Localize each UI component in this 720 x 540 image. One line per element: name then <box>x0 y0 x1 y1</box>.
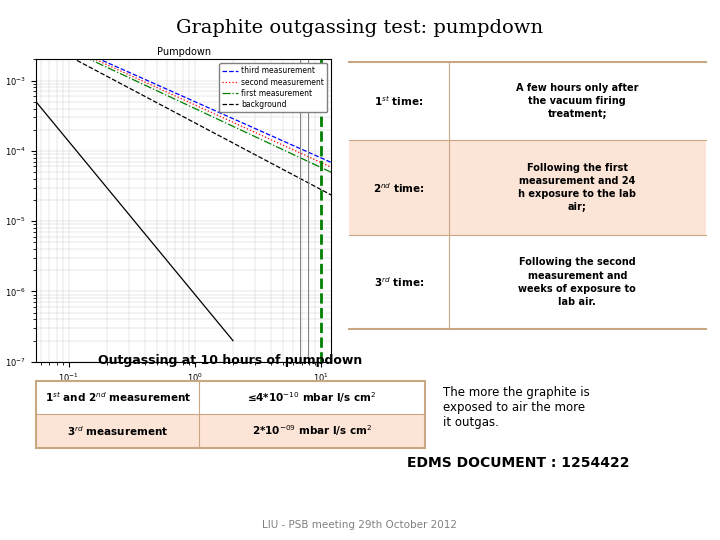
second measurement <box>300 151 308 158</box>
third measurement <box>281 139 289 145</box>
Legend: third measurement, second measurement, first measurement, background: third measurement, second measurement, f… <box>220 63 328 112</box>
second measurement <box>281 143 289 149</box>
Text: LIU - PSB meeting 29th October 2012: LIU - PSB meeting 29th October 2012 <box>263 520 457 530</box>
Text: Outgassing at 10 hours of pumpdown: Outgassing at 10 hours of pumpdown <box>98 354 363 367</box>
background <box>212 131 221 138</box>
Title: Pumpdown: Pumpdown <box>156 47 211 57</box>
Text: 1$^{st}$ and 2$^{nd}$ measurement: 1$^{st}$ and 2$^{nd}$ measurement <box>45 390 191 404</box>
Text: Graphite outgassing test: pumpdown: Graphite outgassing test: pumpdown <box>176 19 544 37</box>
background <box>327 192 336 198</box>
Text: Following the first
measurement and 24
h exposure to the lab
air;: Following the first measurement and 24 h… <box>518 163 636 212</box>
third measurement <box>32 28 40 34</box>
first measurement <box>32 31 41 38</box>
Line: second measurement: second measurement <box>36 32 331 167</box>
first measurement <box>32 31 40 37</box>
third measurement <box>32 28 41 35</box>
first measurement <box>300 156 308 163</box>
first measurement <box>212 116 221 122</box>
background <box>281 167 289 174</box>
second measurement <box>32 30 41 36</box>
background <box>32 36 41 43</box>
third measurement <box>212 108 221 114</box>
Text: The more the graphite is
exposed to air the more
it outgas.: The more the graphite is exposed to air … <box>443 386 590 429</box>
Text: 1$^{st}$ time:: 1$^{st}$ time: <box>374 94 423 108</box>
Text: ≤4*10$^{-10}$ mbar l/s cm$^{2}$: ≤4*10$^{-10}$ mbar l/s cm$^{2}$ <box>248 390 377 405</box>
first measurement <box>207 113 215 119</box>
background <box>32 36 40 42</box>
Text: 3$^{rd}$ measurement: 3$^{rd}$ measurement <box>67 424 168 438</box>
third measurement <box>207 105 215 112</box>
Text: 2$^{nd}$ time:: 2$^{nd}$ time: <box>373 181 425 194</box>
background <box>207 129 216 135</box>
second measurement <box>327 164 336 171</box>
second measurement <box>32 29 40 36</box>
Line: first measurement: first measurement <box>36 34 331 172</box>
second measurement <box>207 110 216 116</box>
second measurement <box>212 112 221 118</box>
first measurement <box>281 147 289 154</box>
second measurement <box>207 109 215 116</box>
Text: 3$^{rd}$ time:: 3$^{rd}$ time: <box>374 275 424 289</box>
Text: EDMS DOCUMENT : 1254422: EDMS DOCUMENT : 1254422 <box>407 456 629 470</box>
third measurement <box>327 159 336 166</box>
background <box>207 128 215 134</box>
first measurement <box>327 169 336 176</box>
Text: A few hours only after
the vacuum firing
treatment;: A few hours only after the vacuum firing… <box>516 83 639 119</box>
background <box>300 177 308 184</box>
third measurement <box>207 106 216 112</box>
third measurement <box>300 147 308 153</box>
Text: Following the second
measurement and
weeks of exposure to
lab air.: Following the second measurement and wee… <box>518 258 636 307</box>
X-axis label: t (h): t (h) <box>174 389 194 400</box>
Text: 2*10$^{-09}$ mbar l/s cm$^{2}$: 2*10$^{-09}$ mbar l/s cm$^{2}$ <box>252 423 372 438</box>
Line: background: background <box>36 39 331 195</box>
first measurement <box>207 113 216 120</box>
Line: third measurement: third measurement <box>36 31 331 163</box>
